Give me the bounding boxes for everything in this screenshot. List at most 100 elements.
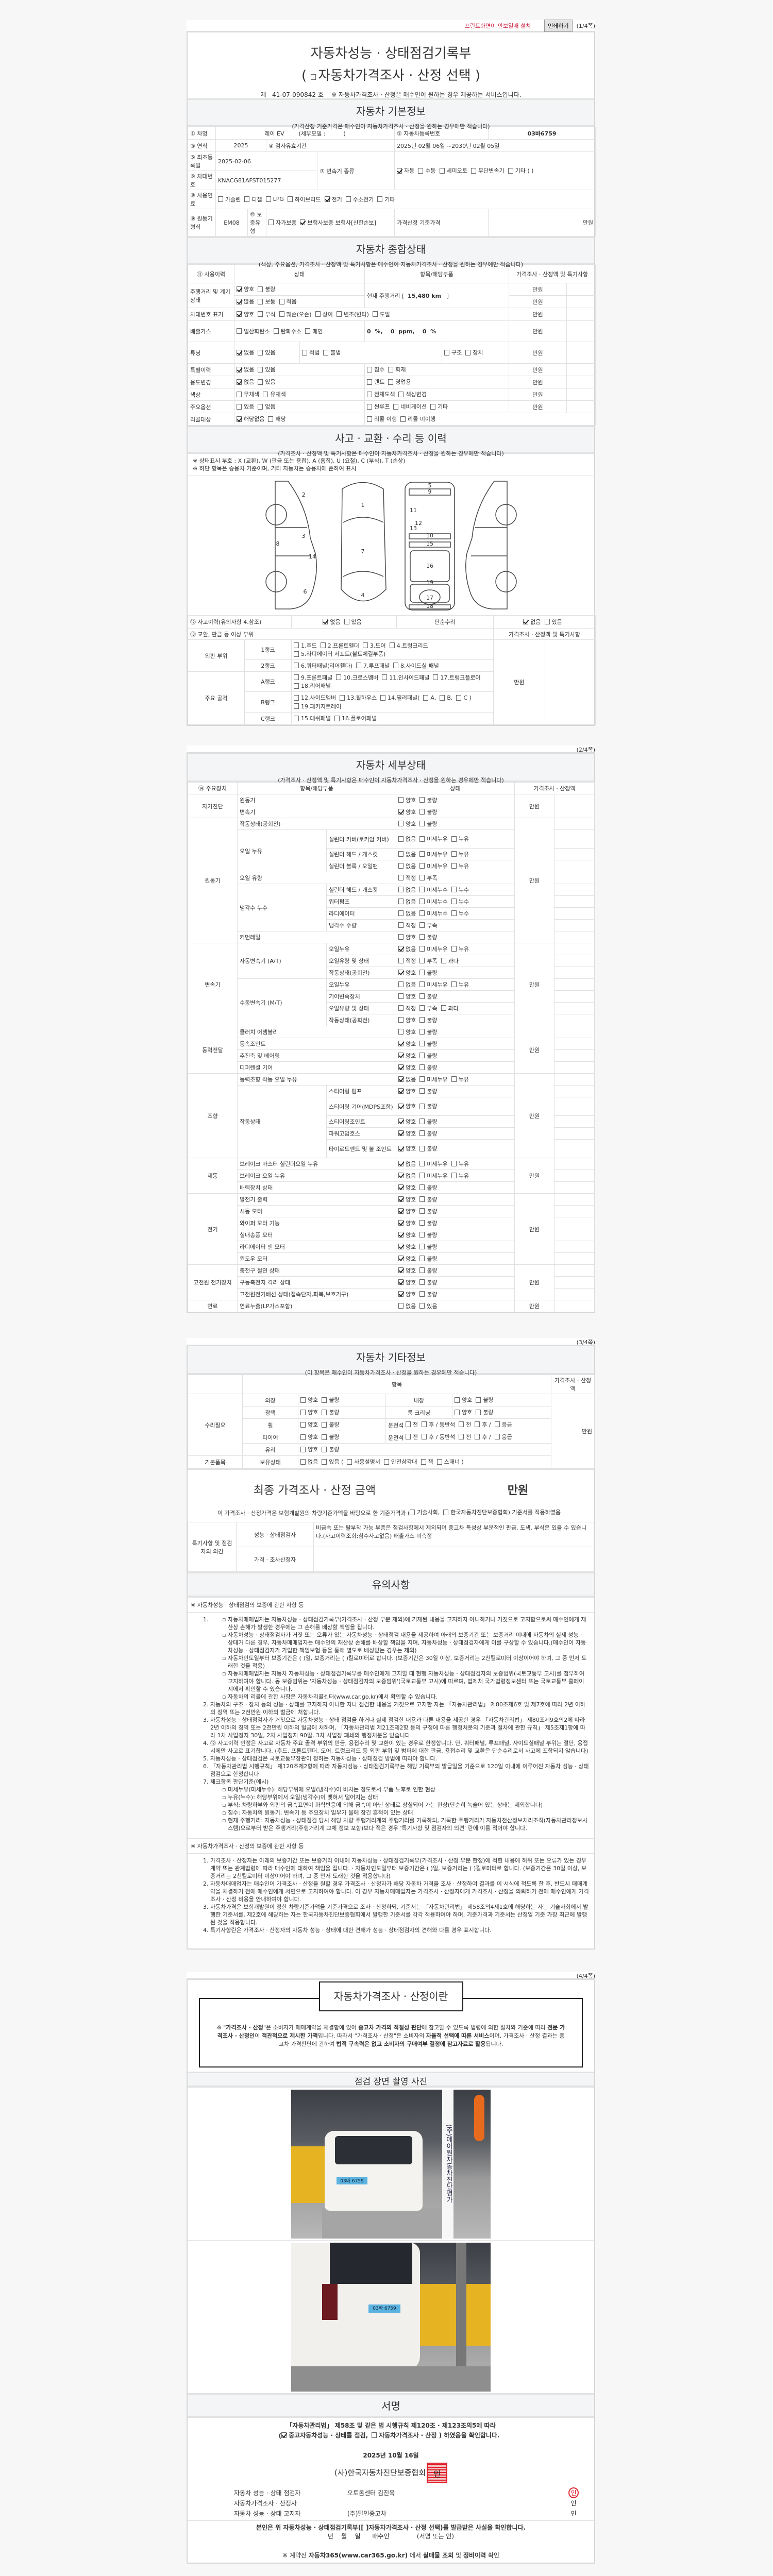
option[interactable]: 있음 [544,618,562,626]
checkbox-icon[interactable] [345,196,351,202]
checkbox-icon[interactable] [398,863,404,869]
option[interactable]: 양호 [237,310,254,318]
checkbox-icon[interactable] [419,1145,425,1151]
option[interactable]: 리콜 미이행 [400,415,435,423]
option[interactable]: 양호 [237,285,254,293]
option[interactable]: 자동차가격조사 · 산정 ) 하였음을 확인합니다. [372,2431,499,2439]
option[interactable]: 렌트 [367,378,384,386]
checkbox-icon[interactable] [356,663,362,669]
option[interactable]: 양호 [455,1396,472,1404]
option[interactable]: 없음 [323,618,341,626]
checkbox-icon[interactable] [444,349,449,355]
checkbox-icon[interactable] [508,167,513,174]
option[interactable]: 기술사회, [410,1508,440,1516]
option[interactable]: 양호 [300,1420,318,1429]
checkbox-icon[interactable] [398,836,404,842]
checkbox-icon[interactable] [419,1041,425,1047]
option[interactable]: 양호 [398,1195,416,1204]
checked-checkbox-icon[interactable] [398,1161,404,1167]
checkbox-icon[interactable] [451,981,457,988]
checkbox-icon[interactable] [367,391,372,397]
checkbox-icon[interactable] [398,1005,404,1011]
option[interactable]: 양호 [398,1087,416,1095]
checked-checkbox-icon[interactable] [237,349,242,355]
checked-checkbox-icon[interactable] [398,1053,404,1059]
checkbox-icon[interactable] [419,946,425,952]
checkbox-icon[interactable] [398,797,404,803]
option[interactable]: 없음 [237,378,254,386]
option[interactable]: 불법 [323,348,341,357]
option[interactable]: 8.사이드실 패널 [393,662,439,670]
checkbox-icon[interactable] [367,416,372,422]
checked-checkbox-icon[interactable] [398,1196,404,1202]
checkbox-icon[interactable] [451,863,457,869]
option[interactable]: 없음 [258,402,276,411]
option[interactable]: 누유 [451,1172,469,1180]
print-button[interactable]: 인쇄하기 [544,19,573,32]
option[interactable]: 전 [459,1433,471,1441]
option[interactable]: 양호 [398,1102,416,1110]
checkbox-icon[interactable] [459,1434,464,1440]
checkbox-icon[interactable] [258,403,263,410]
checked-checkbox-icon[interactable] [398,1232,404,1238]
option[interactable]: 있음 [237,402,254,411]
option[interactable]: 양호 [398,808,416,816]
option[interactable]: 6.쿼터패널(리어휀다) [294,662,352,670]
checked-checkbox-icon[interactable] [398,1244,404,1250]
option[interactable]: 양호 [300,1433,318,1441]
checkbox-icon[interactable] [393,403,399,410]
option[interactable]: 없음 [398,897,416,906]
checked-checkbox-icon[interactable] [398,1130,404,1137]
checkbox-icon[interactable] [405,1421,411,1428]
option[interactable]: 18.리어패널 [294,682,331,690]
option[interactable]: 세미오토 [439,166,467,175]
checkbox-icon[interactable] [419,1088,425,1094]
option[interactable]: 양호 [398,1016,416,1024]
checked-checkbox-icon[interactable] [398,1145,404,1151]
option[interactable]: 스패너 ) [436,1458,464,1466]
checkbox-icon[interactable] [382,674,388,680]
checkbox-icon[interactable] [258,298,263,304]
checked-checkbox-icon[interactable] [398,1041,404,1047]
option[interactable]: 없음 [398,1160,416,1168]
checkbox-icon[interactable] [475,1434,480,1440]
checked-checkbox-icon[interactable] [398,1088,404,1094]
checkbox-icon[interactable] [398,821,404,827]
option[interactable]: 전 [405,1420,418,1429]
checkbox-icon[interactable] [456,694,462,701]
checkbox-icon[interactable] [419,1184,425,1191]
checkbox-icon[interactable] [423,694,429,701]
option[interactable]: 10.크로스멤버 [336,673,378,682]
checkbox-icon[interactable] [258,379,263,385]
option[interactable]: 매연 [305,327,323,335]
option[interactable]: 있음 [344,618,362,626]
checkbox-icon[interactable] [419,981,425,988]
option[interactable]: 있음 ( [322,1458,343,1466]
checkbox-icon[interactable] [441,958,446,964]
checkbox-icon[interactable] [398,1029,404,1035]
checkbox-icon[interactable] [300,1459,306,1465]
checkbox-icon[interactable] [244,196,250,202]
checked-checkbox-icon[interactable] [398,1267,404,1274]
option[interactable]: 적정 [398,1004,416,1012]
option[interactable]: 양호 [398,1231,416,1239]
option[interactable]: 없음 [398,835,416,843]
option[interactable]: 하이브리드 [287,195,321,204]
checkbox-icon[interactable] [439,167,445,174]
checkbox-icon[interactable] [302,349,307,355]
signer-seal[interactable]: 인 [568,2487,579,2498]
checkbox-icon[interactable] [367,366,372,372]
checkbox-icon[interactable] [300,1446,306,1452]
checkbox-icon[interactable] [398,875,404,881]
option[interactable]: 침수 [367,365,384,374]
option[interactable]: 11.인사이드패널 [382,673,429,682]
option[interactable]: 양호 [398,1243,416,1251]
option[interactable]: 있음 [258,348,276,357]
option[interactable]: 후 / 동반석 [421,1433,455,1441]
option[interactable]: 불량 [419,1040,438,1048]
option[interactable]: 1.후드 [294,641,317,650]
buyer-signature-field[interactable]: (서명 또는 인) [416,2533,455,2540]
checked-checkbox-icon[interactable] [398,1256,404,1262]
checked-checkbox-icon[interactable] [237,366,242,372]
option[interactable]: 도말 [372,310,390,318]
